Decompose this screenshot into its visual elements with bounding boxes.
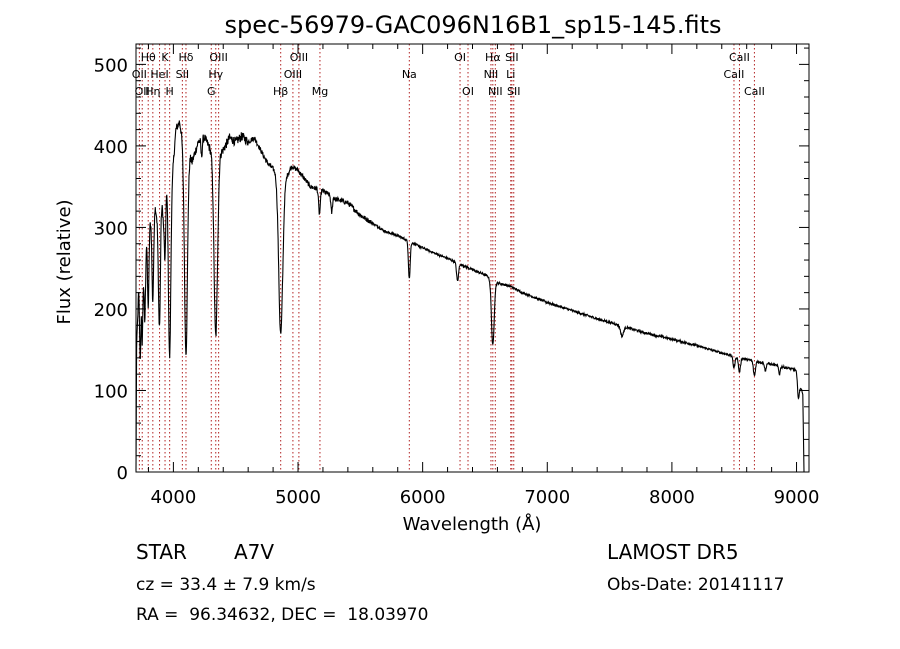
line-marker-labels: OIIOIIHθHηHeIKHSIIHδGHγOIIIHβOIIIOIIIMgN… (132, 51, 765, 98)
line-marker-label-25: CaII (724, 68, 745, 81)
line-marker-label-7: SII (176, 68, 189, 81)
line-marker-label-18: OI (462, 85, 474, 98)
plot-frame (135, 43, 810, 473)
redshift-cz: cz = 33.4 ± 7.9 km/s (136, 575, 316, 595)
line-marker-label-27: CaII (744, 85, 765, 98)
line-marker-label-17: OI (454, 51, 466, 64)
x-tick-label: 8000 (649, 487, 695, 508)
line-marker-label-16: Na (402, 68, 417, 81)
line-marker-label-8: Hδ (178, 51, 193, 64)
x-axis-label: Wavelength (Å) (403, 513, 542, 535)
chart-title: spec-56979-GAC096N16B1_sp15-145.fits (224, 11, 721, 39)
x-axis: 4000 5000 6000 7000 8000 9000 (147, 44, 820, 508)
line-marker-label-3: Hη (145, 85, 160, 98)
line-marker-label-6: H (166, 85, 174, 98)
line-marker-label-14: OIII (290, 51, 308, 64)
line-marker-label-13: OIII (284, 68, 302, 81)
line-marker-label-20: Hα (485, 51, 501, 64)
y-tick-label: 500 (94, 55, 128, 76)
x-tick-label: 7000 (524, 487, 570, 508)
line-marker-label-12: Hβ (273, 85, 288, 98)
x-tick-label: 6000 (400, 487, 446, 508)
line-marker-label-15: Mg (312, 85, 328, 98)
survey-name: LAMOST DR5 (607, 540, 739, 564)
line-marker-label-22: Li (506, 68, 515, 81)
y-tick-label: 200 (94, 300, 128, 321)
line-marker-label-2: Hθ (141, 51, 156, 64)
line-marker-label-0: OII (132, 68, 147, 81)
object-subclass: A7V (234, 540, 274, 564)
y-axis-label: Flux (relative) (54, 199, 75, 324)
y-tick-label: 400 (94, 137, 128, 158)
line-marker-label-11: OIII (209, 51, 227, 64)
line-marker-lines (138, 44, 755, 472)
line-marker-label-9: G (207, 85, 216, 98)
x-tick-label: 9000 (774, 487, 820, 508)
line-marker-label-1: OII (135, 85, 150, 98)
line-marker-label-10: Hγ (208, 68, 223, 81)
x-tick-label: 4000 (150, 487, 196, 508)
observation-date: Obs-Date: 20141117 (607, 575, 784, 595)
y-tick-label: 100 (94, 381, 128, 402)
sky-coordinates: RA = 96.34632, DEC = 18.03970 (136, 605, 428, 625)
line-marker-label-24: SII (507, 85, 520, 98)
y-axis: 0 100 200 300 400 500 (94, 47, 809, 484)
line-marker-label-21: NII (488, 85, 503, 98)
y-tick-label: 0 (117, 463, 128, 484)
line-marker-label-26: CaII (729, 51, 750, 64)
y-tick-label: 300 (94, 218, 128, 239)
object-class: STAR (136, 540, 187, 564)
x-tick-label: 5000 (275, 487, 321, 508)
line-marker-label-23: SII (505, 51, 518, 64)
line-marker-label-19: NII (484, 68, 499, 81)
spectrum-line (135, 120, 805, 473)
line-marker-label-4: HeI (150, 68, 168, 81)
line-marker-label-5: K (161, 51, 169, 64)
